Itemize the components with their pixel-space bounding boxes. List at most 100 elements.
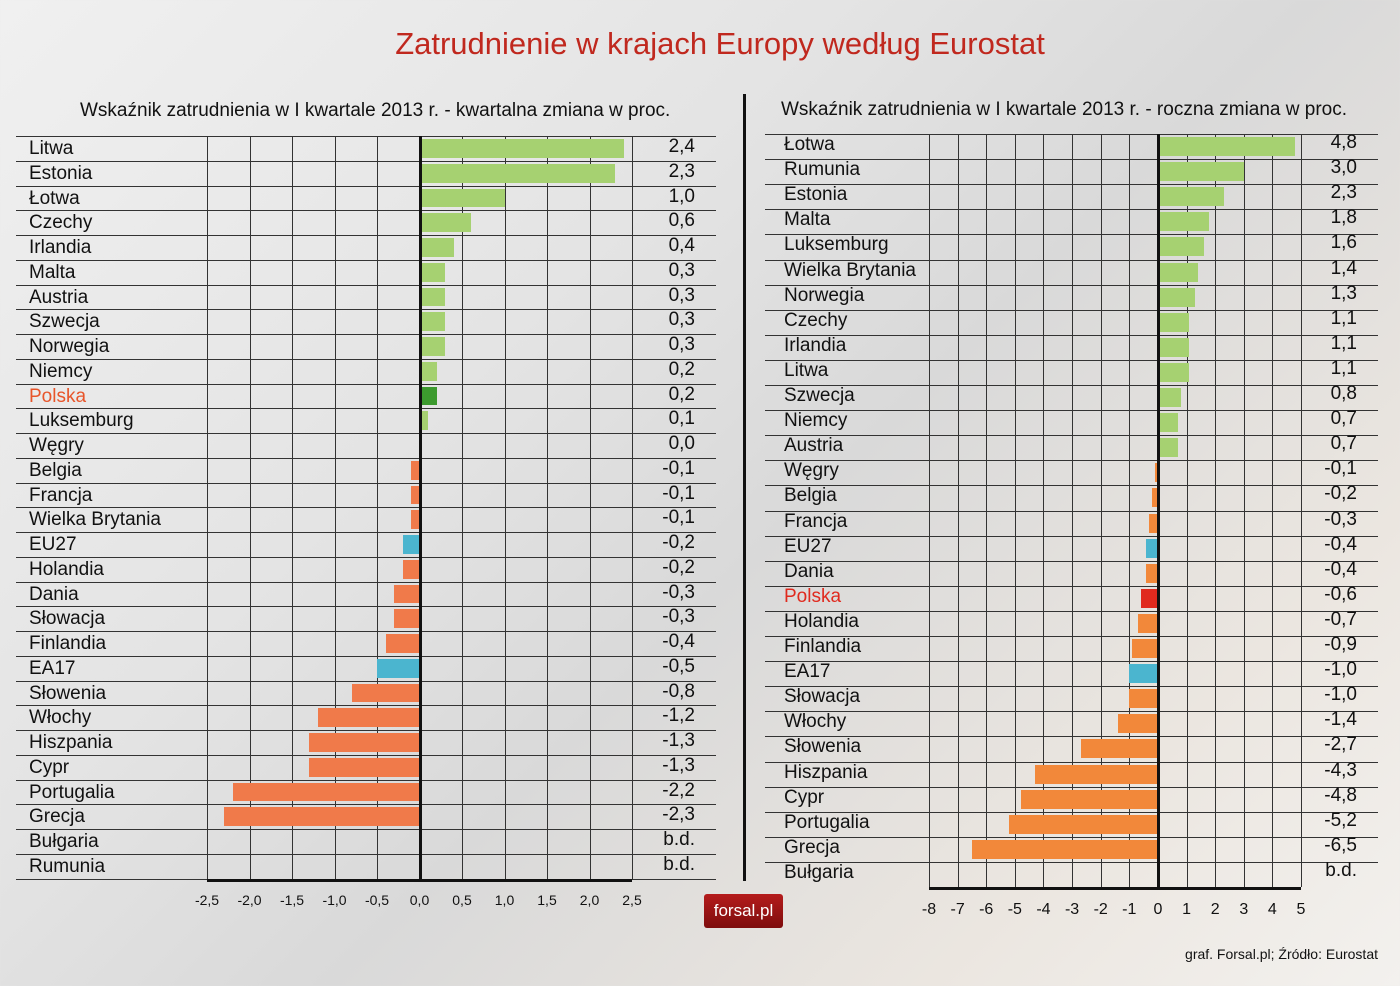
category-label: Szwecja xyxy=(29,311,100,333)
value-label: -0,5 xyxy=(662,655,695,677)
gridline-vertical xyxy=(1244,134,1245,887)
bar-grecja xyxy=(971,839,1158,859)
category-label: Estonia xyxy=(784,184,848,206)
gridline-vertical xyxy=(547,136,548,879)
category-label: Wielka Brytania xyxy=(29,509,161,531)
value-label: -0,9 xyxy=(1324,634,1357,655)
value-label: -5,2 xyxy=(1324,809,1357,831)
bar-irlandia xyxy=(419,238,454,257)
category-label: Wielka Brytania xyxy=(784,259,916,281)
category-label: Łotwa xyxy=(784,134,835,155)
gridline-horizontal xyxy=(765,284,1378,286)
bar-ea17 xyxy=(1129,664,1158,684)
category-label: Holandia xyxy=(29,558,104,580)
gridline-horizontal xyxy=(765,686,1378,688)
gridline-vertical xyxy=(1187,134,1188,887)
bar-słowenia xyxy=(351,683,420,703)
gridline-horizontal xyxy=(765,761,1378,763)
gridline-horizontal xyxy=(765,510,1378,512)
category-label: Grecja xyxy=(784,836,840,858)
bar-norwegia xyxy=(419,337,445,356)
value-label: 0,3 xyxy=(668,334,695,355)
value-label: 0,3 xyxy=(668,259,695,281)
value-label: -2,3 xyxy=(662,804,695,826)
gridline-horizontal xyxy=(16,235,716,236)
category-label: Luksemburg xyxy=(784,234,889,256)
category-label: Włochy xyxy=(784,711,847,733)
gridline-horizontal xyxy=(765,585,1378,587)
bar-słowenia xyxy=(1080,739,1158,759)
gridline-horizontal xyxy=(765,460,1378,462)
gridline-horizontal xyxy=(16,606,716,608)
x-tick-label: 2,0 xyxy=(579,891,600,908)
category-label: Portugalia xyxy=(29,781,115,803)
value-label: -0,2 xyxy=(662,532,695,553)
x-tick-label: -1 xyxy=(1122,901,1137,918)
right-chart-title: Wskaźnik zatrudnienia w I kwartale 2013 … xyxy=(781,99,1348,120)
gridline-vertical xyxy=(1043,134,1044,887)
bar-malta xyxy=(1157,212,1210,232)
bar-niemcy xyxy=(419,361,437,381)
category-label: Finlandia xyxy=(784,636,862,657)
category-label: Słowacja xyxy=(784,686,861,708)
category-label: Irlandia xyxy=(784,334,847,356)
gridline-vertical xyxy=(632,136,633,879)
gridline-vertical xyxy=(986,134,987,887)
category-label: Litwa xyxy=(784,359,829,381)
category-label: Niemcy xyxy=(784,410,848,432)
category-label: Bułgaria xyxy=(784,861,854,883)
gridline-horizontal xyxy=(765,184,1378,186)
gridline-horizontal xyxy=(16,655,716,657)
category-label: Polska xyxy=(784,585,842,607)
gridline-horizontal xyxy=(765,159,1378,161)
value-label: 1,8 xyxy=(1330,207,1357,229)
x-tick-label: -8 xyxy=(921,901,937,918)
value-label: 4,8 xyxy=(1330,132,1357,153)
gridline-horizontal xyxy=(16,457,716,459)
gridline-horizontal xyxy=(765,535,1378,537)
category-label: Dania xyxy=(29,583,79,605)
x-tick-label: 1 xyxy=(1182,901,1191,918)
category-label: Francja xyxy=(29,484,93,506)
bar-szwecja xyxy=(419,312,445,331)
category-label: Estonia xyxy=(29,162,93,184)
x-tick-label: 2,5 xyxy=(622,891,642,908)
value-label: -0,8 xyxy=(662,680,695,702)
bar-belgia xyxy=(1152,488,1158,508)
bar-polska xyxy=(419,386,437,406)
gridline-horizontal xyxy=(16,136,716,137)
gridline-horizontal xyxy=(765,711,1378,713)
bar-dania xyxy=(394,584,420,604)
source-note: graf. Forsal.pl; Źródło: Eurostat xyxy=(1185,946,1378,962)
value-label: 0,4 xyxy=(668,235,695,256)
gridline-vertical xyxy=(929,134,930,887)
value-label: -0,1 xyxy=(662,482,695,504)
value-label: b.d. xyxy=(1325,859,1357,881)
bar-litwa xyxy=(419,139,624,158)
category-label: Dania xyxy=(784,560,834,582)
left-chart-title: Wskaźnik zatrudnienia w I kwartale 2013 … xyxy=(80,100,671,121)
forsal-logo[interactable]: forsal.pl xyxy=(704,894,783,928)
gridline-horizontal xyxy=(16,804,716,806)
gridline-horizontal xyxy=(765,736,1378,738)
x-tick-label: -1,5 xyxy=(279,891,305,908)
bar-eu27 xyxy=(402,535,420,554)
gridline-horizontal xyxy=(765,259,1378,261)
bar-luksemburg xyxy=(1157,237,1204,257)
x-tick-label: 0,5 xyxy=(452,891,472,908)
category-label: Słowenia xyxy=(784,736,862,758)
gridline-horizontal xyxy=(16,779,716,781)
gridline-horizontal xyxy=(16,482,716,484)
gridline-vertical xyxy=(1301,134,1302,887)
x-tick-label: 5 xyxy=(1296,901,1306,918)
gridline-vertical xyxy=(958,134,959,887)
x-tick-label: -5 xyxy=(1007,901,1022,918)
value-label: 2,3 xyxy=(1330,182,1357,204)
gridline-horizontal xyxy=(16,730,716,731)
bar-cypr xyxy=(1020,789,1158,809)
gridline-vertical xyxy=(505,136,506,879)
bar-estonia xyxy=(419,163,615,183)
page-title: Zatrudnienie w krajach Europy według Eur… xyxy=(395,26,1045,61)
gridline-horizontal xyxy=(16,532,716,533)
value-label: 0,3 xyxy=(668,284,695,306)
